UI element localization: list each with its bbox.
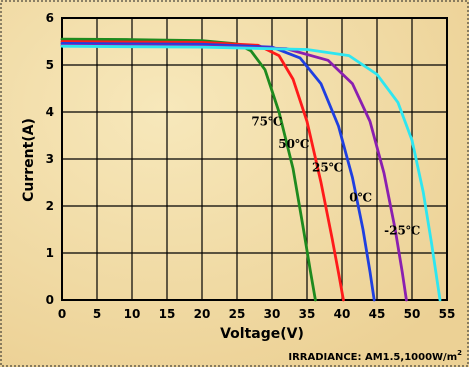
x-tick-label-4: 20 <box>194 307 211 321</box>
x-tick-label-3: 15 <box>159 307 176 321</box>
curve-label-4: -25℃ <box>384 223 420 237</box>
series-line-2 <box>60 42 376 302</box>
x-tick-label-9: 45 <box>369 307 386 321</box>
x-tick-label-2: 10 <box>124 307 141 321</box>
y-tick-label-0: 0 <box>46 293 54 307</box>
x-tick-label-0: 0 <box>58 307 66 321</box>
curve-label-2: 25℃ <box>312 160 343 174</box>
y-tick-label-5: 5 <box>46 58 54 72</box>
y-tick-label-6: 6 <box>46 11 54 25</box>
x-tick-label-11: 55 <box>439 307 456 321</box>
series-line-0 <box>60 37 317 302</box>
y-tick-label-1: 1 <box>46 246 54 260</box>
x-tick-label-8: 40 <box>334 307 351 321</box>
curve-label-0: 75℃ <box>251 114 282 128</box>
curve-label-1: 50℃ <box>278 137 309 151</box>
x-tick-label-5: 25 <box>229 307 246 321</box>
curve-labels: 75℃ 50℃25℃ 0℃ -25℃ <box>251 114 420 237</box>
series-line-4 <box>60 44 442 302</box>
x-tick-label-6: 30 <box>264 307 281 321</box>
curves <box>60 37 442 302</box>
irradiance-note-superscript: 2 <box>457 349 462 357</box>
y-tick-label-2: 2 <box>46 199 54 213</box>
x-tick-label-7: 35 <box>299 307 316 321</box>
x-tick-label-1: 5 <box>93 307 101 321</box>
y-tick-label-3: 3 <box>46 152 54 166</box>
series-line-1 <box>60 40 345 302</box>
y-tick-label-4: 4 <box>46 105 54 119</box>
curve-label-3: 0℃ <box>349 191 372 205</box>
grid <box>61 17 448 301</box>
irradiance-note-text: IRRADIANCE: AM1.5,1000W/m <box>288 352 457 363</box>
x-tick-label-10: 50 <box>404 307 421 321</box>
plot-frame <box>61 17 448 301</box>
irradiance-note: IRRADIANCE: AM1.5,1000W/m2 <box>288 349 462 363</box>
x-tick-labels: 0 5 10 15 20 25 30 35 40 45 50 55 <box>58 307 456 321</box>
y-axis-title: Current(A) <box>21 118 37 202</box>
y-tick-labels: 0 1 2 3 4 5 6 <box>46 11 54 307</box>
x-axis-title: Voltage(V) <box>220 326 304 342</box>
